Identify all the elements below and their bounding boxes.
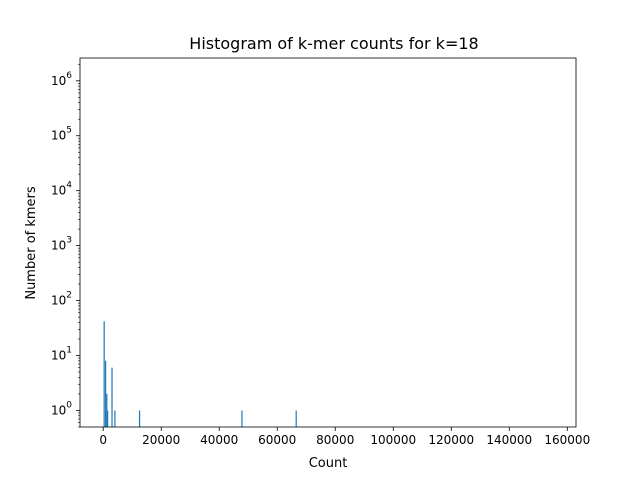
x-tick-label: 0 xyxy=(99,433,107,447)
bar-7 xyxy=(241,410,243,427)
bar-3 xyxy=(107,410,109,427)
y-tick-label: 100 xyxy=(51,400,72,417)
x-ticks: 0 20000 40000 60000 80000 100000 120000 140000 1… xyxy=(99,427,590,447)
y-axis-label: Number of kmers xyxy=(24,186,39,300)
bar-4 xyxy=(111,367,113,427)
y-tick-label: 104 xyxy=(51,181,72,198)
y-tick-label: 106 xyxy=(51,71,72,88)
x-tick-label: 100000 xyxy=(370,433,416,447)
x-tick-label: 140000 xyxy=(486,433,532,447)
bars-group xyxy=(103,321,297,427)
y-tick-label: 103 xyxy=(51,236,72,253)
chart-title: Histogram of k-mer counts for k=18 xyxy=(189,34,478,53)
x-tick-label: 80000 xyxy=(316,433,354,447)
bar-1 xyxy=(105,360,107,427)
bar-8 xyxy=(295,410,297,427)
bar-0 xyxy=(103,321,105,427)
x-tick-label: 60000 xyxy=(258,433,296,447)
plot-frame xyxy=(79,57,577,428)
x-tick-label: 40000 xyxy=(200,433,238,447)
bar-6 xyxy=(138,410,141,427)
y-tick-label: 102 xyxy=(51,291,72,308)
y-tick-label: 105 xyxy=(51,126,72,143)
x-tick-label: 20000 xyxy=(142,433,180,447)
bar-5 xyxy=(114,410,116,427)
x-axis-label: Count xyxy=(309,456,348,471)
x-tick-label: 160000 xyxy=(544,433,590,447)
y-ticks: 100 101 102 103 104 105 106 xyxy=(51,63,80,428)
bar-2 xyxy=(106,393,108,427)
y-tick-label: 101 xyxy=(51,346,72,363)
x-tick-label: 120000 xyxy=(428,433,474,447)
